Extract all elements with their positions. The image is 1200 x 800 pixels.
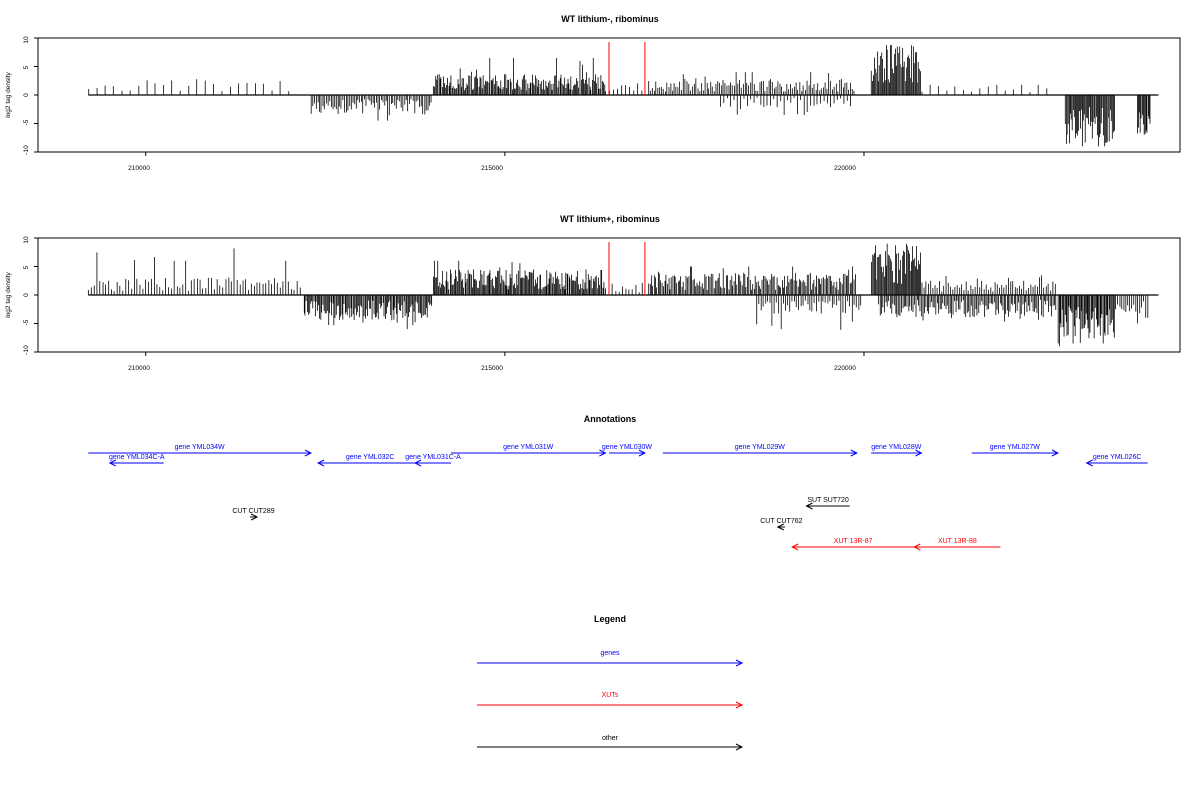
feature-arrowhead <box>805 502 813 510</box>
x-tick-labels: 210000 215000 220000 <box>128 165 856 172</box>
x-tick-label: 220000 <box>834 365 856 372</box>
feature-arrowhead <box>250 513 259 521</box>
x-tick-labels: 210000 215000 220000 <box>128 365 856 372</box>
y-tick-label: -10 <box>23 145 30 155</box>
y-tick-label: -5 <box>23 119 30 125</box>
y-tick-label: -5 <box>23 319 30 325</box>
feature-label: SUT SUT720 <box>807 497 849 504</box>
feature-label: gene YML034C-A <box>109 454 165 461</box>
annotations-title: Annotations <box>584 414 637 424</box>
legend-label-genes: genes <box>600 650 620 657</box>
feature-arrowhead <box>638 449 647 457</box>
legend-title: Legend <box>594 614 626 624</box>
annotation-feature: gene YML026C <box>1085 454 1148 467</box>
annotation-feature: gene YML034C-A <box>108 454 165 467</box>
legend-arrowhead-genes <box>735 659 744 667</box>
feature-arrowhead <box>913 543 921 551</box>
annotation-features: gene YML034W gene YML034C-A gene YML032C ge… <box>88 444 1148 551</box>
feature-label: gene YML027W <box>990 444 1040 451</box>
annotation-feature: gene YML028W <box>871 444 923 457</box>
x-tick-label: 220000 <box>834 165 856 172</box>
panel-lithium-plus: WT lithium+, ribominus log2 tag density … <box>5 214 1181 372</box>
feature-arrowhead <box>791 543 799 551</box>
y-tick-label: 10 <box>23 236 30 244</box>
y-axis-label: log2 tag density <box>5 271 12 317</box>
feature-arrowhead <box>915 449 923 457</box>
feature-label: gene YML026C <box>1093 454 1142 461</box>
feature-label: gene YML031W <box>503 444 553 451</box>
annotation-feature: SUT SUT720 <box>805 497 850 510</box>
y-tick-label: 0 <box>23 293 30 297</box>
annotation-feature: gene YML029W <box>662 444 858 457</box>
panel-lithium-minus: WT lithium-, ribominus log2 tag density … <box>5 14 1181 172</box>
x-tick-label: 215000 <box>481 365 503 372</box>
feature-arrowhead <box>599 449 607 457</box>
feature-label: gene YML032C <box>346 454 395 461</box>
y-tick-label: -10 <box>23 345 30 355</box>
feature-label: CUT CUT289 <box>232 508 274 515</box>
feature-arrowhead <box>776 523 785 531</box>
feature-arrowhead <box>1051 449 1060 457</box>
y-tick-label: 5 <box>23 65 30 69</box>
feature-arrowhead <box>413 459 422 467</box>
feature-label: gene YML030W <box>602 444 652 451</box>
feature-label: gene YML034W <box>175 444 225 451</box>
annotation-feature: CUT CUT289 <box>232 508 275 521</box>
legend-label-xuts: XUTs <box>602 692 619 699</box>
annotation-feature: gene YML030W <box>602 444 652 457</box>
x-tick-label: 215000 <box>481 165 503 172</box>
legend-arrowhead-xuts <box>735 701 744 709</box>
feature-arrowhead <box>304 449 313 457</box>
legend: Legend genes XUTs other <box>477 614 744 751</box>
y-tick-labels: 10 5 0 -5 -10 <box>23 36 30 155</box>
x-tick-label: 210000 <box>128 165 150 172</box>
feature-label: gene YML028W <box>871 444 921 451</box>
y-tick-label: 5 <box>23 265 30 269</box>
annotation-feature: XUT 13R-88 <box>913 538 1001 551</box>
density-bars <box>34 37 1159 156</box>
legend-arrowhead-other <box>735 743 744 751</box>
feature-label: CUT CUT762 <box>760 518 802 525</box>
y-tick-label: 0 <box>23 93 30 97</box>
feature-label: XUT 13R-87 <box>834 538 873 545</box>
annotation-feature: gene YML032C <box>316 454 423 467</box>
feature-arrowhead <box>108 459 117 467</box>
feature-label: gene YML029W <box>735 444 785 451</box>
feature-arrowhead <box>316 459 325 467</box>
annotation-feature: gene YML027W <box>971 444 1060 457</box>
annotation-feature: CUT CUT762 <box>760 518 803 531</box>
x-tick-label: 210000 <box>128 365 150 372</box>
annotation-feature: XUT 13R-87 <box>791 538 915 551</box>
panel-title: WT lithium-, ribominus <box>561 14 659 24</box>
panel-title: WT lithium+, ribominus <box>560 214 660 224</box>
feature-label: XUT 13R-88 <box>938 538 977 545</box>
y-tick-label: 10 <box>23 36 30 44</box>
annotation-feature: gene YML034W <box>88 444 313 457</box>
density-bars <box>34 237 1159 356</box>
feature-arrowhead <box>1085 459 1093 467</box>
annotation-feature: gene YML031C-A <box>405 454 461 467</box>
feature-label: gene YML031C-A <box>405 454 461 461</box>
y-axis-label: log2 tag density <box>5 71 12 117</box>
feature-arrowhead <box>850 449 858 457</box>
annotation-feature: gene YML031W <box>450 444 607 457</box>
y-tick-labels: 10 5 0 -5 -10 <box>23 236 30 355</box>
legend-label-other: other <box>602 735 619 742</box>
